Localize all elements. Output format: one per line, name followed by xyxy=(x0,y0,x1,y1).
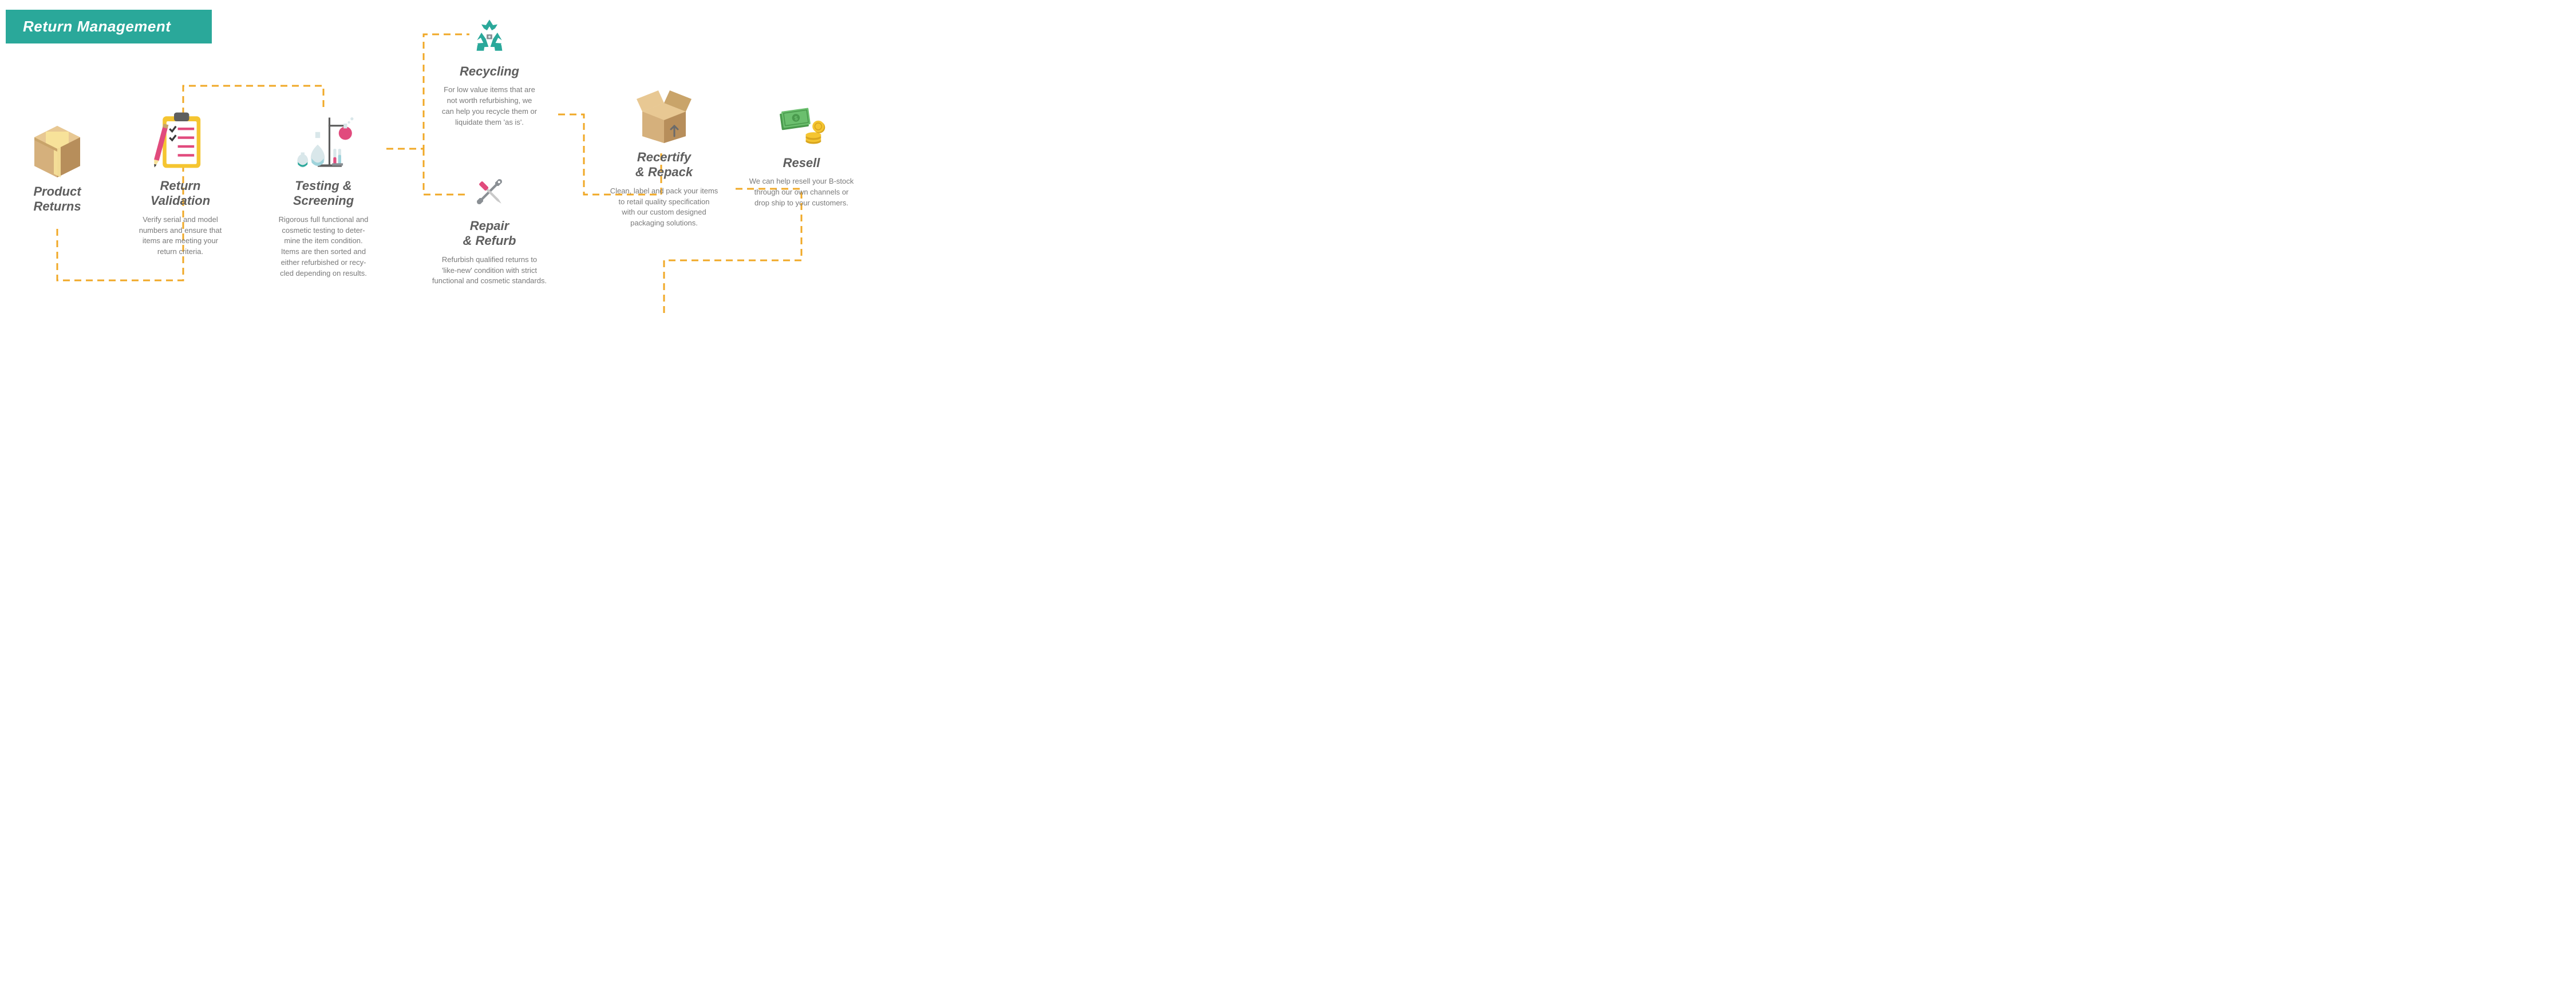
step-title: Recycling xyxy=(424,64,555,79)
step-desc: Clean, label and pack your items to reta… xyxy=(598,186,730,229)
open-box-icon xyxy=(592,86,736,143)
step-desc: Rigorous full functional and cosmetic te… xyxy=(260,215,386,279)
step-title: Repair & Refurb xyxy=(415,219,564,249)
step-recycling: Recycling For low value items that are no… xyxy=(424,17,555,128)
step-product-returns: Product Returns xyxy=(9,120,106,220)
lab-icon xyxy=(260,112,386,172)
step-repair-refurb: Repair & Refurb Refurbish qualified retur… xyxy=(415,172,564,287)
step-testing-screening: Testing & Screening Rigorous full functio… xyxy=(260,112,386,279)
step-desc: Verify serial and model numbers and ensu… xyxy=(123,215,238,257)
step-recertify-repack: Recertify & Repack Clean, label and pack … xyxy=(592,86,736,229)
step-title: Return Validation xyxy=(123,179,238,209)
step-desc: Refurbish qualified returns to 'like-new… xyxy=(424,255,555,287)
tools-icon xyxy=(415,172,564,212)
step-title: Recertify & Repack xyxy=(592,150,736,180)
step-title: Product Returns xyxy=(9,184,106,215)
step-title: Resell xyxy=(744,156,859,171)
package-icon xyxy=(9,120,106,177)
recycle-icon xyxy=(424,17,555,57)
step-title: Testing & Screening xyxy=(260,179,386,209)
step-desc: We can help resell your B-stock through … xyxy=(744,176,859,209)
step-resell: Resell We can help resell your B-stock th… xyxy=(744,100,859,209)
step-return-validation: Return Validation Verify serial and model… xyxy=(123,109,238,257)
step-desc: For low value items that are not worth r… xyxy=(424,85,555,128)
money-icon xyxy=(744,100,859,149)
title-banner: Return Management xyxy=(6,10,212,43)
title-text: Return Management xyxy=(23,18,171,35)
clipboard-icon xyxy=(123,109,238,172)
